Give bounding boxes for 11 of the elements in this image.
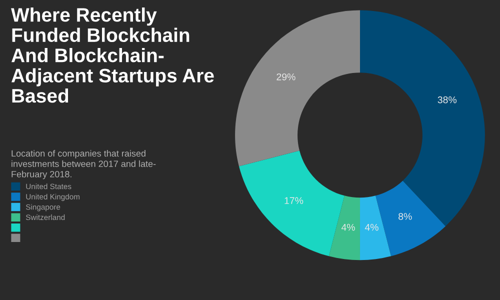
text: Where Recently Funded Blockchain And Blockchain- Adjacent Startups Are Based (11, 8, 214, 103)
text: Location of companies that raised investments between 2017 and late- February 2018. (12, 150, 156, 180)
data-label: 4% (364, 224, 378, 231)
data-label: 17% (284, 197, 304, 204)
data-label: 29% (276, 73, 296, 80)
donut-slice (360, 196, 392, 260)
donut-slice (328, 196, 360, 260)
donut-slice (235, 10, 360, 166)
data-label: 8% (398, 212, 412, 220)
data-label: 4% (341, 224, 355, 231)
data-label: 38% (438, 96, 457, 104)
